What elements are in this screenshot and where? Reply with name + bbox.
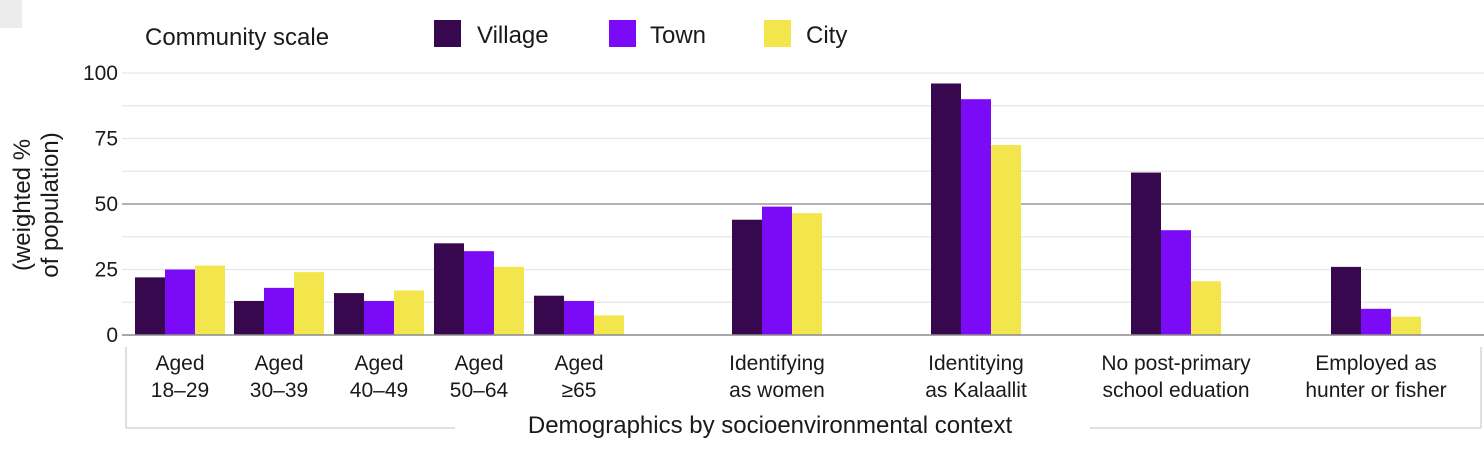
- legend-swatch-village: [434, 20, 461, 47]
- bar-town-0: [165, 269, 195, 335]
- bar-city-3: [494, 266, 524, 335]
- category-label: Aged: [554, 352, 603, 375]
- y-tick-label: 50: [95, 193, 118, 216]
- legend-label-village: Village: [477, 22, 549, 49]
- y-axis-title: (weighted % of population): [9, 132, 64, 277]
- category-label: hunter or fisher: [1305, 379, 1446, 402]
- bar-village-4: [534, 295, 564, 335]
- category-label: Aged: [155, 352, 204, 375]
- category-label: school eduation: [1102, 379, 1249, 402]
- legend: Community scale Village Town City: [145, 20, 847, 51]
- category-label: 50–64: [450, 379, 509, 402]
- legend-title: Community scale: [145, 24, 329, 51]
- bar-town-8: [1361, 308, 1391, 335]
- bar-village-6: [931, 83, 961, 335]
- legend-swatch-city: [764, 20, 791, 47]
- category-label: Aged: [354, 352, 403, 375]
- bar-city-7: [1191, 281, 1221, 335]
- bar-village-1: [234, 300, 264, 335]
- bar-town-4: [564, 300, 594, 335]
- bar-village-8: [1331, 266, 1361, 335]
- bar-city-5: [792, 213, 822, 335]
- bar-town-2: [364, 300, 394, 335]
- bar-city-1: [294, 272, 324, 335]
- category-label: ≥65: [562, 379, 597, 402]
- y-tick-label: 0: [106, 324, 118, 347]
- bar-city-6: [991, 145, 1021, 335]
- bar-town-3: [464, 251, 494, 335]
- bar-city-0: [195, 265, 225, 335]
- y-tick-label: 25: [95, 259, 118, 282]
- bar-city-4: [594, 315, 624, 335]
- x-axis-title: Demographics by socioenvironmental conte…: [528, 412, 1013, 439]
- y-axis-title-line-2: of population): [37, 132, 64, 277]
- y-axis-ticks: 0 25 50 75 100: [83, 62, 118, 347]
- category-label: 18–29: [151, 379, 209, 402]
- category-label: 40–49: [350, 379, 408, 402]
- legend-swatch-town: [609, 20, 636, 47]
- category-labels: Aged 18–29 Aged 30–39 Aged 40–49 Aged 50–64 Aged…: [151, 352, 1447, 402]
- bar-city-2: [394, 290, 424, 335]
- bar-village-0: [135, 277, 165, 335]
- category-label: as women: [729, 379, 825, 402]
- category-label: as Kalaallit: [925, 379, 1027, 402]
- bar-village-2: [334, 293, 364, 335]
- y-tick-label: 100: [83, 62, 118, 85]
- bar-city-8: [1391, 316, 1421, 335]
- category-label: Aged: [254, 352, 303, 375]
- bar-town-6: [961, 99, 991, 335]
- bar-village-5: [732, 219, 762, 335]
- category-label: Identifying: [729, 352, 825, 375]
- bar-village-7: [1131, 172, 1161, 335]
- legend-label-city: City: [806, 22, 847, 49]
- category-label: Employed as: [1315, 352, 1436, 375]
- bar-village-3: [434, 243, 464, 335]
- y-tick-label: 75: [95, 128, 118, 151]
- bars: [135, 83, 1421, 335]
- legend-label-town: Town: [650, 22, 706, 49]
- category-label: 30–39: [250, 379, 308, 402]
- bar-town-7: [1161, 230, 1191, 335]
- category-label: Identitying: [928, 352, 1024, 375]
- category-label: No post-primary: [1101, 352, 1251, 375]
- y-axis-title-line-1: (weighted %: [9, 139, 36, 271]
- bar-town-1: [264, 287, 294, 335]
- category-label: Aged: [454, 352, 503, 375]
- bar-town-5: [762, 206, 792, 335]
- category-bracket: [125, 347, 1482, 429]
- corner-tab: [0, 0, 22, 28]
